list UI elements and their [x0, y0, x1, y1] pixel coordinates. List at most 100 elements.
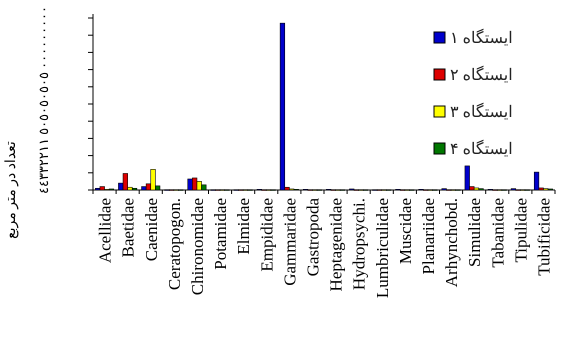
x-tick-label: Baetidae — [119, 198, 138, 257]
x-tick-label: Tipulidae — [511, 198, 530, 263]
bar-tabanidae-series-3 — [496, 189, 503, 191]
bar-elmidae-series-1 — [233, 189, 239, 191]
y-axis-tick-text: ٠٠٠٠٠٠٠٠٠ ٥٠٥٠٥٠٥٠٥ ٤٤٣٣٢٢١١ — [36, 6, 51, 194]
bar-simulidae-series-4 — [478, 188, 484, 191]
bar-acellidae-series-2 — [99, 186, 105, 191]
bar-elmidae-series-2 — [238, 189, 244, 191]
bar-gammaridae-series-3 — [289, 188, 295, 191]
x-tick-label: Muscidae — [396, 198, 415, 264]
bar-arhynchobd-series-1 — [441, 188, 447, 191]
bar-hydropsychi-series-2 — [353, 189, 359, 191]
bar-hydropsychi-series-3 — [358, 189, 364, 191]
bar-hydropsychi-series-1 — [349, 188, 355, 191]
bar-tabanidae-series-2 — [492, 189, 498, 191]
bar-ceratopogon-series-2 — [168, 189, 175, 191]
bar-planariidae-series-1 — [418, 189, 424, 191]
bar-planariidae-series-3 — [427, 189, 433, 191]
x-tick-label: Tabanidae — [488, 198, 507, 268]
bar-ceratopogon-series-1 — [164, 189, 170, 191]
bar-potamidae-series-2 — [215, 189, 221, 191]
y-axis-label: تعداد در متر مربع ٠٠٠٠٠٠٠٠٠ ٥٠٥٠٥٠٥٠٥ ٤٤… — [4, 6, 51, 239]
bar-arhynchobd-series-4 — [455, 189, 461, 191]
bar-caenidae-series-1 — [141, 186, 147, 191]
bars — [95, 22, 553, 191]
bar-acellidae-series-1 — [95, 187, 101, 191]
bar-tipulidae-series-2 — [515, 189, 521, 191]
bar-tipulidae-series-3 — [520, 189, 526, 191]
legend-swatch-series-3 — [433, 105, 446, 118]
bar-empididae-series-2 — [261, 189, 267, 191]
bar-gastropoda-series-2 — [307, 189, 313, 191]
bar-arhynchobd-series-3 — [450, 189, 456, 191]
legend-label-series-1: ایستگاه ۱ — [450, 28, 513, 47]
bar-gastropoda-series-1 — [302, 189, 309, 191]
bar-baetidae-series-1 — [118, 182, 124, 191]
bar-baetidae-series-4 — [131, 187, 138, 191]
x-tick-label: Hydropsychi. — [350, 198, 369, 290]
bar-gastropoda-series-4 — [316, 189, 322, 191]
bar-lumbriculidae-series-1 — [372, 189, 378, 191]
bar-ceratopogon-series-3 — [173, 189, 179, 191]
x-tick-label: Arhynchobd. — [442, 198, 461, 287]
bar-planariidae-series-4 — [432, 189, 438, 191]
x-tick-label: Lumbriculidae — [373, 198, 392, 298]
bar-tubificidae-series-1 — [533, 171, 540, 191]
bar-gammaridae-series-2 — [284, 186, 290, 191]
bar-heptagenidae-series-4 — [339, 189, 346, 191]
bar-ceratopogon-series-4 — [178, 189, 184, 191]
bar-empididae-series-4 — [270, 189, 276, 191]
bar-simulidae-series-3 — [473, 187, 480, 191]
bar-chironomidae-series-3 — [196, 181, 202, 191]
bar-elmidae-series-3 — [242, 189, 249, 191]
x-tick-labels: Acellidae Baetidae Caenidae Ceratopogon. Chi… — [96, 198, 554, 299]
bar-lumbriculidae-series-3 — [381, 189, 387, 191]
bar-muscidae-series-4 — [409, 189, 415, 191]
bar-chironomidae-series-1 — [187, 178, 193, 191]
bar-tabanidae-series-4 — [501, 189, 507, 191]
bar-caenidae-series-3 — [150, 169, 156, 191]
legend-swatch-series-1 — [433, 31, 446, 44]
x-tick-label: Acellidae — [96, 198, 115, 263]
x-tick-label: Potamidae — [211, 198, 230, 270]
bar-heptagenidae-series-1 — [326, 189, 332, 191]
bar-heptagenidae-series-3 — [335, 189, 341, 191]
x-tick-label: Gastropoda — [303, 198, 322, 277]
legend-label-series-4: ایستگاه ۴ — [450, 139, 513, 158]
bar-baetidae-series-2 — [122, 173, 128, 191]
bar-gammaridae-series-1 — [279, 22, 286, 191]
bar-muscidae-series-1 — [395, 189, 401, 191]
bar-potamidae-series-1 — [210, 189, 216, 191]
x-tick-label: Chironomidae — [188, 198, 207, 295]
x-tick-label: Caenidae — [142, 198, 161, 261]
bar-gammaridae-series-4 — [293, 189, 299, 191]
bar-acellidae-series-4 — [108, 188, 115, 191]
bar-muscidae-series-3 — [404, 189, 410, 191]
bar-arhynchobd-series-2 — [446, 189, 452, 191]
y-axis-title: تعداد در متر مربع — [4, 141, 19, 239]
bar-chironomidae-series-4 — [201, 184, 207, 191]
bar-tubificidae-series-2 — [538, 187, 544, 191]
bar-potamidae-series-4 — [224, 189, 230, 191]
bar-tipulidae-series-1 — [510, 188, 517, 191]
bar-empididae-series-1 — [256, 189, 262, 191]
bar-tubificidae-series-4 — [547, 188, 553, 191]
x-tick-label: Ceratopogon. — [165, 198, 184, 290]
bar-simulidae-series-1 — [464, 165, 470, 191]
legend-swatch-series-2 — [433, 68, 446, 81]
bar-elmidae-series-4 — [247, 189, 253, 191]
bar-caenidae-series-2 — [145, 183, 152, 191]
legend: ایستگاه ۱ ایستگاه ۲ ایستگاه ۳ ایستگاه ۴ — [433, 28, 513, 158]
bar-tipulidae-series-4 — [524, 189, 530, 191]
bar-baetidae-series-3 — [127, 186, 133, 191]
bar-simulidae-series-2 — [469, 186, 475, 191]
bar-gastropoda-series-3 — [312, 189, 318, 191]
bar-planariidae-series-2 — [423, 189, 429, 191]
bar-empididae-series-3 — [265, 189, 272, 191]
bar-tabanidae-series-1 — [487, 189, 493, 191]
bar-potamidae-series-3 — [219, 189, 225, 191]
bar-tubificidae-series-3 — [543, 188, 549, 191]
x-tick-label: Gammaridae — [280, 198, 299, 286]
x-tick-label: Empididae — [257, 198, 276, 272]
legend-label-series-2: ایستگاه ۲ — [450, 65, 513, 84]
